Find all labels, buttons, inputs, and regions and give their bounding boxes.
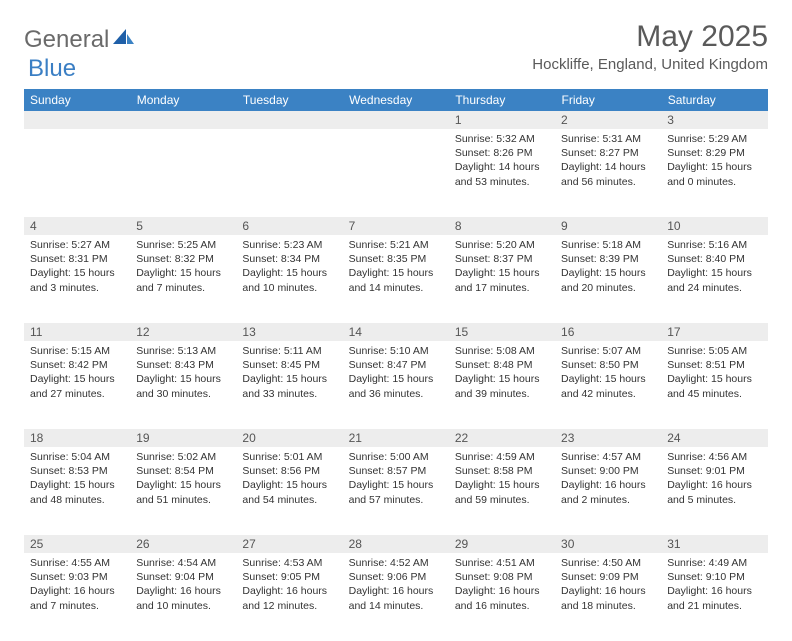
day-number: 13 <box>236 323 342 341</box>
day-number <box>24 111 130 115</box>
day-number: 20 <box>236 429 342 447</box>
day-details: Sunrise: 4:52 AMSunset: 9:06 PMDaylight:… <box>343 553 449 619</box>
day-number: 16 <box>555 323 661 341</box>
logo: General <box>24 26 137 54</box>
day-number: 3 <box>661 111 767 129</box>
day-details: Sunrise: 5:32 AMSunset: 8:26 PMDaylight:… <box>449 129 555 195</box>
calendar-head: SundayMondayTuesdayWednesdayThursdayFrid… <box>24 89 768 111</box>
day-details: Sunrise: 4:51 AMSunset: 9:08 PMDaylight:… <box>449 553 555 619</box>
day-number: 6 <box>236 217 342 235</box>
day-details: Sunrise: 5:21 AMSunset: 8:35 PMDaylight:… <box>343 235 449 301</box>
day-details <box>24 129 130 138</box>
weekday-header: Sunday <box>24 89 130 111</box>
day-number: 26 <box>130 535 236 553</box>
day-details: Sunrise: 5:16 AMSunset: 8:40 PMDaylight:… <box>661 235 767 301</box>
day-number <box>236 111 342 115</box>
day-number: 17 <box>661 323 767 341</box>
day-number: 7 <box>343 217 449 235</box>
day-number <box>343 111 449 115</box>
weekday-header: Tuesday <box>236 89 342 111</box>
day-number: 23 <box>555 429 661 447</box>
logo-text-general: General <box>24 26 109 54</box>
day-details: Sunrise: 5:20 AMSunset: 8:37 PMDaylight:… <box>449 235 555 301</box>
day-number: 21 <box>343 429 449 447</box>
day-details: Sunrise: 4:53 AMSunset: 9:05 PMDaylight:… <box>236 553 342 619</box>
weekday-header: Wednesday <box>343 89 449 111</box>
location: Hockliffe, England, United Kingdom <box>532 56 768 73</box>
month-title: May 2025 <box>532 20 768 54</box>
day-details: Sunrise: 4:54 AMSunset: 9:04 PMDaylight:… <box>130 553 236 619</box>
day-details: Sunrise: 5:01 AMSunset: 8:56 PMDaylight:… <box>236 447 342 513</box>
day-details: Sunrise: 5:04 AMSunset: 8:53 PMDaylight:… <box>24 447 130 513</box>
day-number: 19 <box>130 429 236 447</box>
day-number: 24 <box>661 429 767 447</box>
day-details: Sunrise: 5:29 AMSunset: 8:29 PMDaylight:… <box>661 129 767 195</box>
day-details <box>130 129 236 138</box>
day-number: 2 <box>555 111 661 129</box>
day-details: Sunrise: 4:49 AMSunset: 9:10 PMDaylight:… <box>661 553 767 619</box>
day-details: Sunrise: 5:00 AMSunset: 8:57 PMDaylight:… <box>343 447 449 513</box>
day-details: Sunrise: 5:13 AMSunset: 8:43 PMDaylight:… <box>130 341 236 407</box>
day-number: 14 <box>343 323 449 341</box>
day-number: 11 <box>24 323 130 341</box>
day-details: Sunrise: 5:07 AMSunset: 8:50 PMDaylight:… <box>555 341 661 407</box>
day-number: 5 <box>130 217 236 235</box>
day-details: Sunrise: 5:02 AMSunset: 8:54 PMDaylight:… <box>130 447 236 513</box>
day-number: 30 <box>555 535 661 553</box>
day-details: Sunrise: 5:31 AMSunset: 8:27 PMDaylight:… <box>555 129 661 195</box>
day-details: Sunrise: 5:27 AMSunset: 8:31 PMDaylight:… <box>24 235 130 301</box>
weekday-header: Monday <box>130 89 236 111</box>
day-number: 25 <box>24 535 130 553</box>
day-number: 4 <box>24 217 130 235</box>
day-details: Sunrise: 5:15 AMSunset: 8:42 PMDaylight:… <box>24 341 130 407</box>
day-number: 29 <box>449 535 555 553</box>
day-details: Sunrise: 4:57 AMSunset: 9:00 PMDaylight:… <box>555 447 661 513</box>
day-number: 28 <box>343 535 449 553</box>
title-block: May 2025 Hockliffe, England, United King… <box>532 20 768 73</box>
day-number: 31 <box>661 535 767 553</box>
day-details: Sunrise: 5:10 AMSunset: 8:47 PMDaylight:… <box>343 341 449 407</box>
weekday-header: Friday <box>555 89 661 111</box>
day-number: 10 <box>661 217 767 235</box>
day-number: 27 <box>236 535 342 553</box>
calendar-body: 123Sunrise: 5:32 AMSunset: 8:26 PMDaylig… <box>24 111 768 641</box>
day-details: Sunrise: 5:25 AMSunset: 8:32 PMDaylight:… <box>130 235 236 301</box>
day-details <box>236 129 342 138</box>
day-number: 8 <box>449 217 555 235</box>
day-details <box>343 129 449 138</box>
day-details: Sunrise: 5:18 AMSunset: 8:39 PMDaylight:… <box>555 235 661 301</box>
weekday-header: Thursday <box>449 89 555 111</box>
day-number: 15 <box>449 323 555 341</box>
day-number: 22 <box>449 429 555 447</box>
day-details: Sunrise: 4:50 AMSunset: 9:09 PMDaylight:… <box>555 553 661 619</box>
day-number: 18 <box>24 429 130 447</box>
day-details: Sunrise: 5:08 AMSunset: 8:48 PMDaylight:… <box>449 341 555 407</box>
day-number: 9 <box>555 217 661 235</box>
day-details: Sunrise: 5:05 AMSunset: 8:51 PMDaylight:… <box>661 341 767 407</box>
day-number: 12 <box>130 323 236 341</box>
logo-sail-icon <box>113 29 135 52</box>
weekday-header: Saturday <box>661 89 767 111</box>
day-details: Sunrise: 4:55 AMSunset: 9:03 PMDaylight:… <box>24 553 130 619</box>
day-number: 1 <box>449 111 555 129</box>
day-details: Sunrise: 5:23 AMSunset: 8:34 PMDaylight:… <box>236 235 342 301</box>
calendar-table: SundayMondayTuesdayWednesdayThursdayFrid… <box>24 89 768 641</box>
day-number <box>130 111 236 115</box>
day-details: Sunrise: 5:11 AMSunset: 8:45 PMDaylight:… <box>236 341 342 407</box>
logo-text-blue: Blue <box>28 55 76 83</box>
day-details: Sunrise: 4:59 AMSunset: 8:58 PMDaylight:… <box>449 447 555 513</box>
day-details: Sunrise: 4:56 AMSunset: 9:01 PMDaylight:… <box>661 447 767 513</box>
